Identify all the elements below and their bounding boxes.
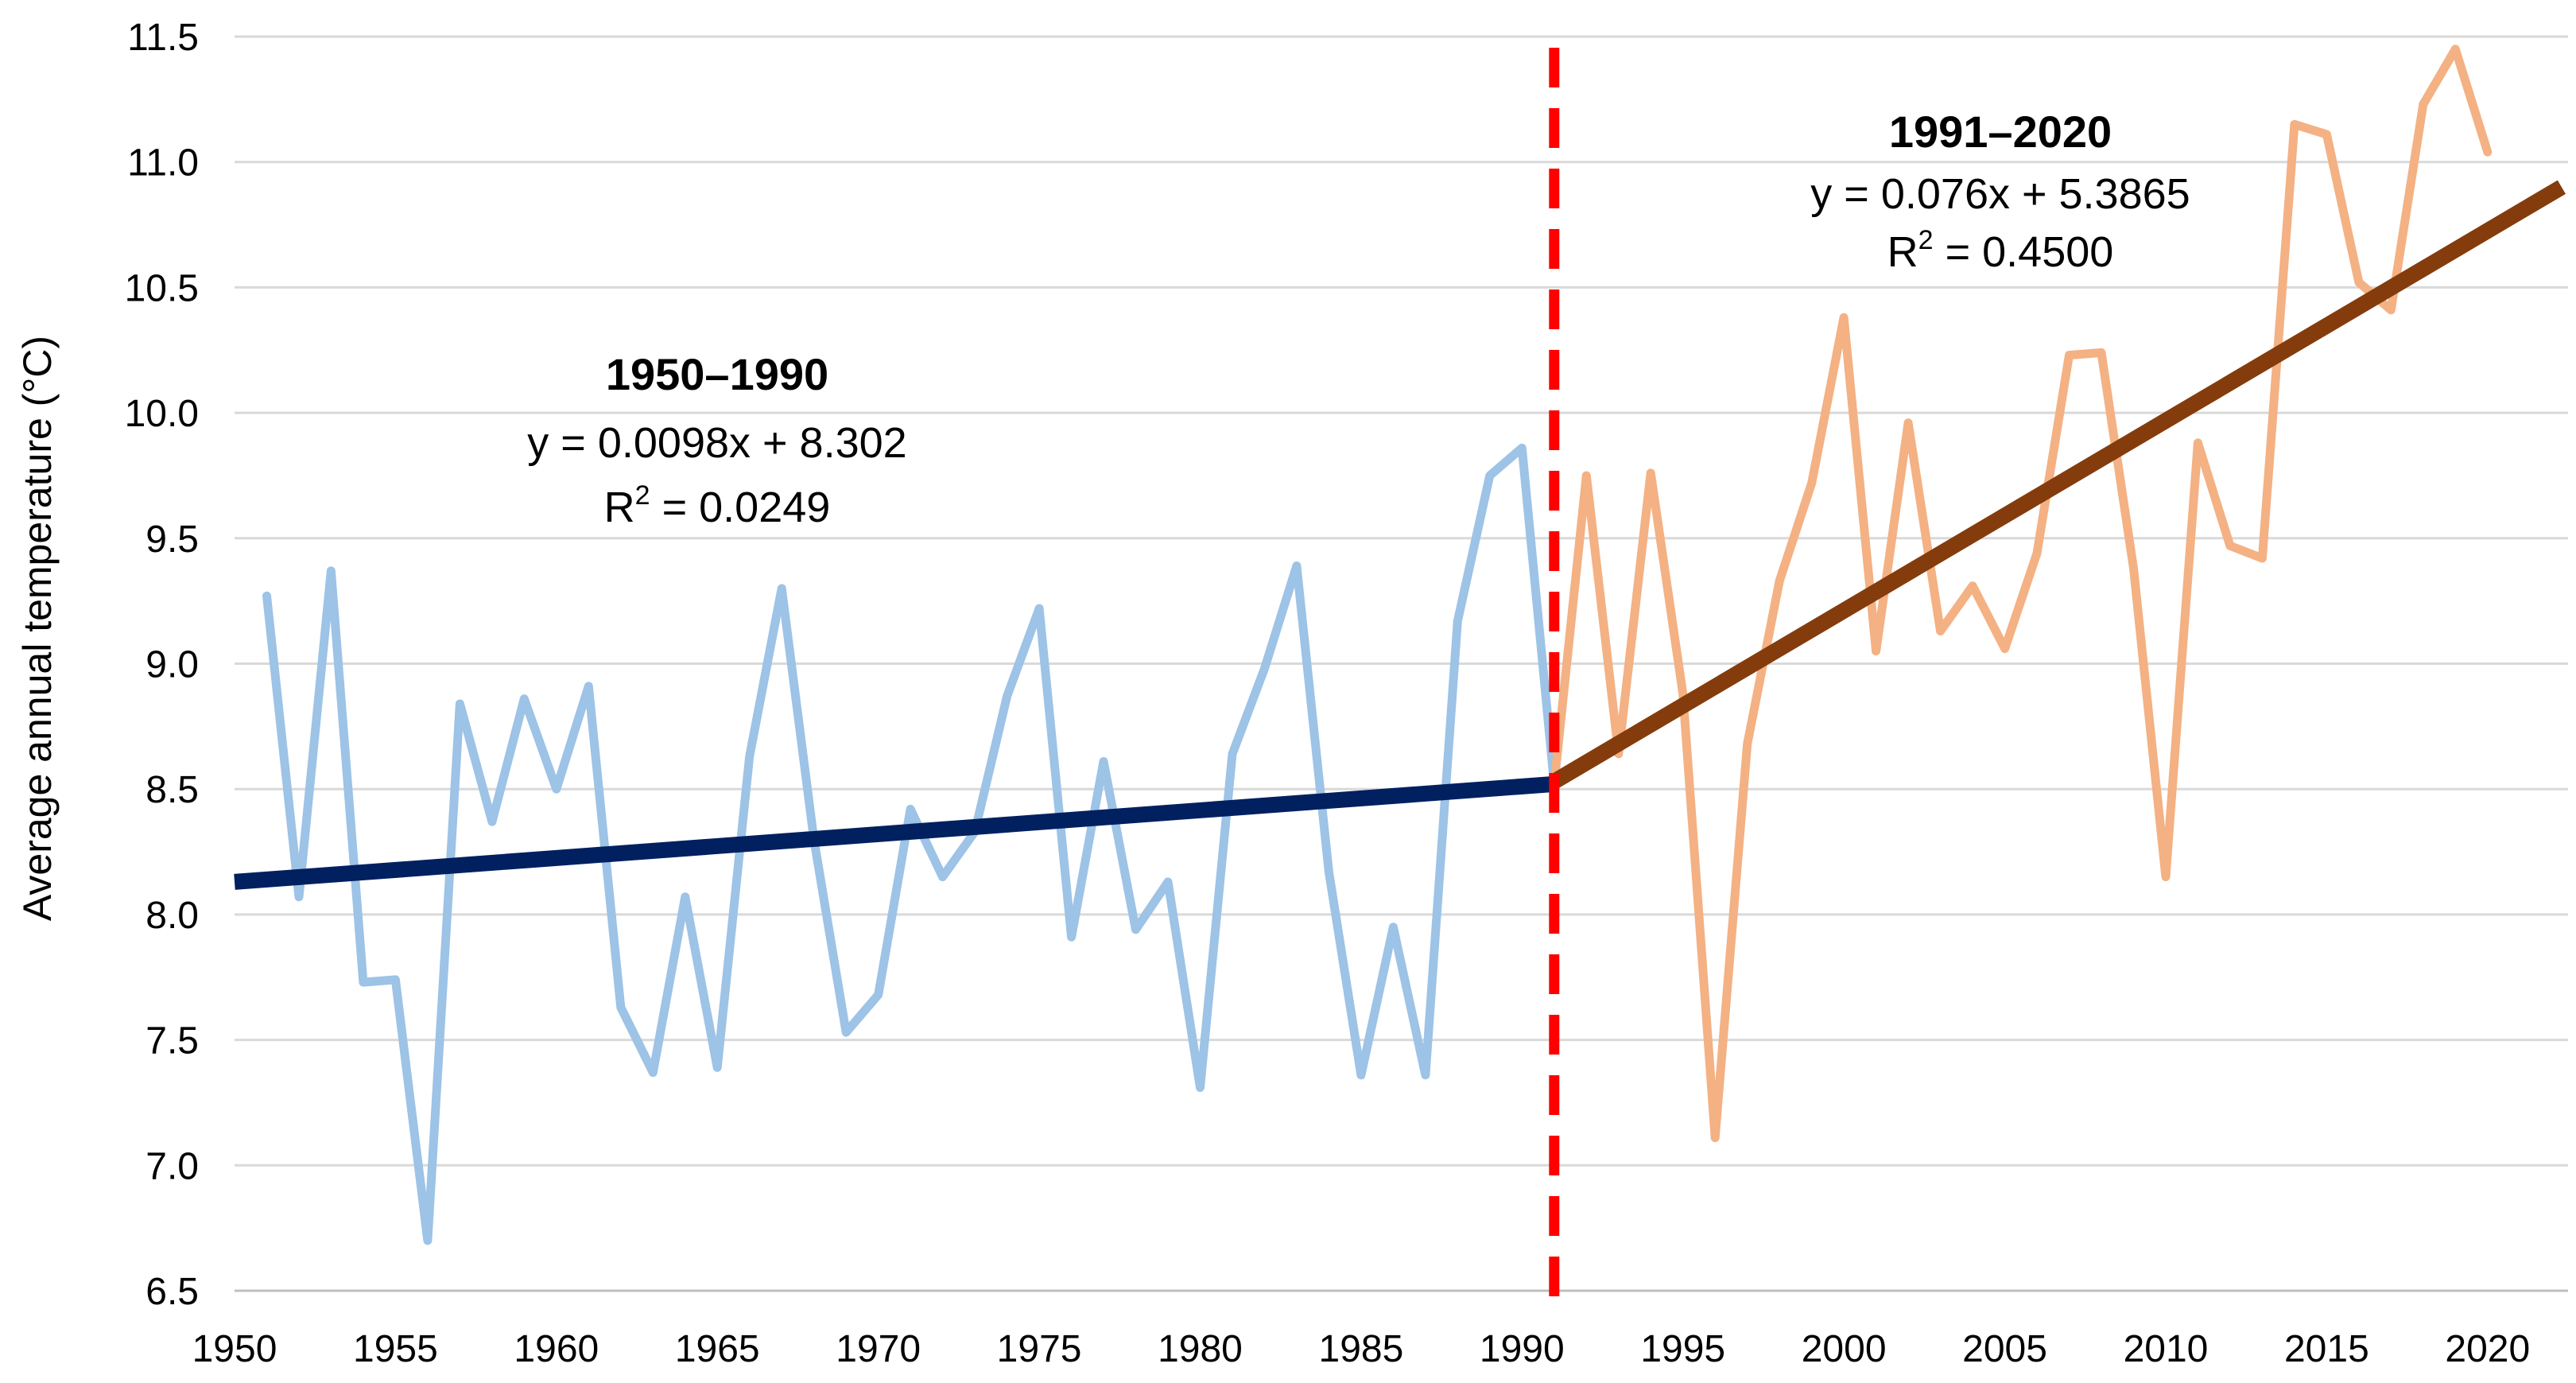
y-tick-label: 7.0: [145, 1145, 199, 1187]
series-line-1950-1990: [262, 443, 1559, 1245]
x-tick-label: 1990: [1480, 1328, 1565, 1370]
y-tick-label: 8.5: [145, 769, 199, 811]
x-tick-label: 1955: [353, 1328, 438, 1370]
x-tick-label: 2020: [2445, 1328, 2530, 1370]
annotation-equation: y = 0.0098x + 8.302: [527, 419, 906, 467]
y-tick-label: 9.0: [145, 644, 199, 686]
y-tick-label: 10.5: [125, 267, 199, 309]
x-axis-ticks: 1950 1955 1960 1965 1970 1975 1980 1985 1990 1995…: [192, 1328, 2531, 1370]
x-tick-label: 2010: [2124, 1328, 2209, 1370]
y-tick-label: 11.0: [127, 142, 199, 185]
y-tick-label: 10.0: [125, 393, 199, 435]
annotation-title: 1991–2020: [1889, 107, 2112, 157]
trendline-1991-2020: [1550, 180, 2566, 789]
y-tick-label: 9.5: [145, 519, 199, 561]
y-axis-ticks: 6.5 7.0 7.5 8.0 8.5 9.0 9.5 10.0 10.5 11.0 11.5: [125, 17, 199, 1313]
annotation-r-squared: R2 = 0.0249: [604, 480, 831, 531]
x-tick-label: 1985: [1319, 1328, 1404, 1370]
x-tick-label: 1950: [192, 1328, 277, 1370]
annotation-r-squared: R2 = 0.4500: [1887, 225, 2114, 276]
x-tick-label: 1965: [675, 1328, 760, 1370]
y-axis-title: Average annual temperature (°C): [15, 336, 60, 921]
x-tick-label: 1960: [514, 1328, 599, 1370]
series-line-1991-2020: [1550, 45, 2493, 1143]
annotation-1950-1990: 1950–1990 y = 0.0098x + 8.302 R2 = 0.024…: [527, 349, 906, 531]
x-tick-label: 2000: [1802, 1328, 1887, 1370]
x-tick-label: 1995: [1640, 1328, 1725, 1370]
x-tick-label: 1975: [997, 1328, 1082, 1370]
trendline-1950-1990: [234, 775, 1555, 890]
annotation-equation: y = 0.076x + 5.3865: [1810, 170, 2190, 218]
y-tick-label: 7.5: [145, 1020, 199, 1063]
x-tick-label: 1980: [1158, 1328, 1243, 1370]
x-tick-label: 1970: [836, 1328, 921, 1370]
y-tick-label: 11.5: [127, 17, 199, 59]
annotation-1991-2020: 1991–2020 y = 0.076x + 5.3865 R2 = 0.450…: [1810, 107, 2190, 276]
y-tick-label: 8.0: [145, 895, 199, 937]
trendlines: [234, 180, 2566, 890]
x-tick-label: 2015: [2284, 1328, 2369, 1370]
gridlines: [235, 35, 2568, 1292]
data-series: [262, 45, 2493, 1245]
x-tick-label: 2005: [1962, 1328, 2047, 1370]
y-tick-label: 6.5: [145, 1271, 199, 1313]
annotation-title: 1950–1990: [606, 349, 828, 399]
